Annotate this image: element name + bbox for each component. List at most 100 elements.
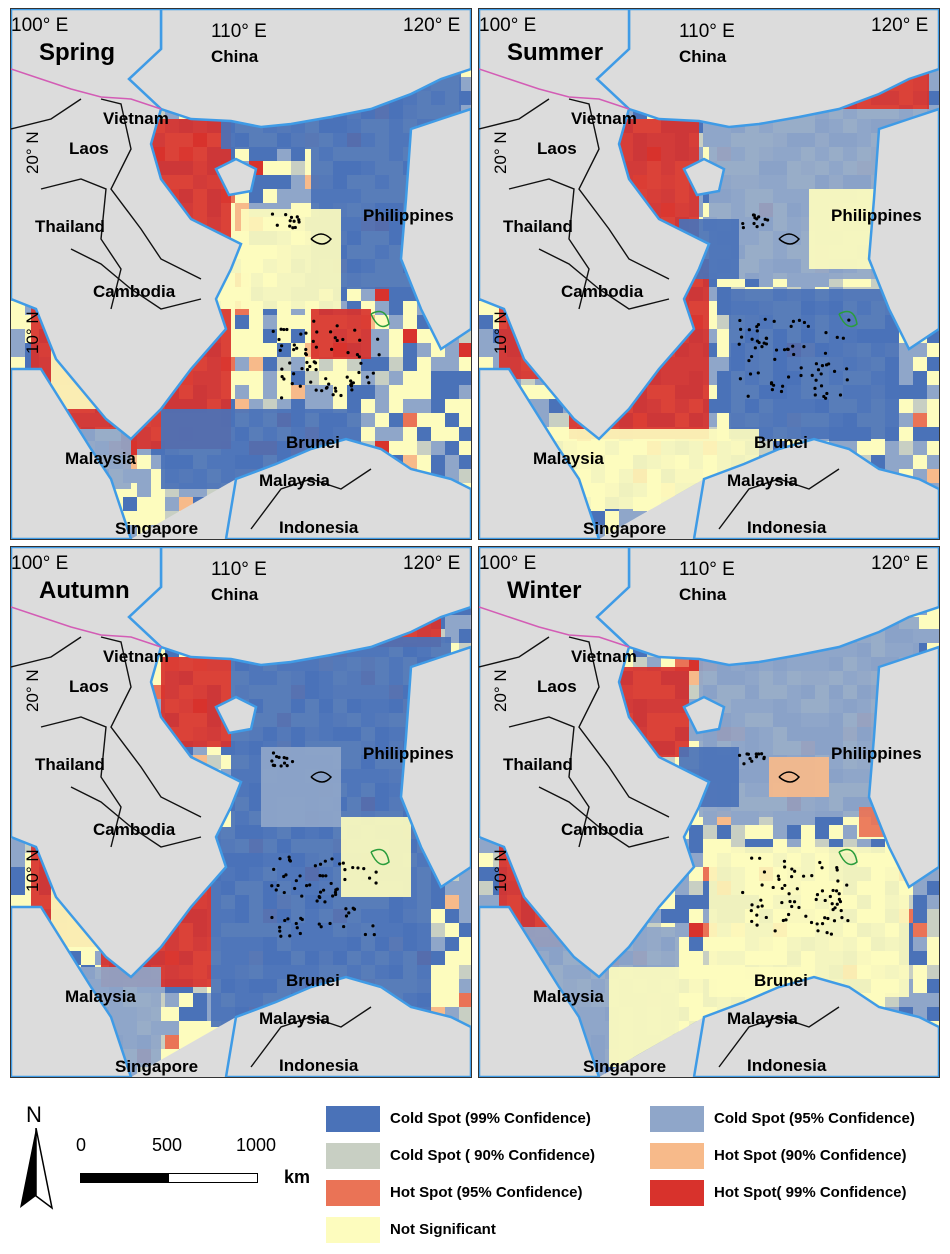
place-label-brunei: Brunei bbox=[286, 971, 340, 990]
place-label-thailand: Thailand bbox=[503, 217, 573, 236]
place-label-cambodia: Cambodia bbox=[93, 820, 176, 839]
place-label-malaysia: Malaysia bbox=[65, 987, 136, 1006]
season-title: Autumn bbox=[39, 577, 130, 604]
map-panel-winter: Winter 100° E 110° E 120° E 20° N 10° N China… bbox=[478, 546, 940, 1078]
legend-label: Hot Spot (95% Confidence) bbox=[390, 1184, 583, 1201]
map-panel-summer: Summer 100° E 110° E 120° E 20° N 10° N China… bbox=[478, 8, 940, 540]
place-label-singapore: Singapore bbox=[583, 1057, 667, 1076]
latitude-label: 10° N bbox=[491, 311, 510, 354]
season-title: Summer bbox=[507, 39, 604, 66]
place-label-laos: Laos bbox=[537, 677, 577, 696]
place-label-laos: Laos bbox=[69, 677, 109, 696]
map-panel-spring: Spring 100° E 110° E 120° E 20° N 10° N China… bbox=[10, 8, 472, 540]
place-label-singapore: Singapore bbox=[115, 519, 199, 538]
scale-bar: 0 500 1000 km bbox=[72, 1135, 312, 1195]
place-label-malaysia: Malaysia bbox=[259, 471, 330, 490]
place-label-indonesia: Indonesia bbox=[747, 1056, 827, 1075]
scale-tick: 1000 bbox=[236, 1135, 277, 1155]
place-label-malaysia: Malaysia bbox=[65, 449, 136, 468]
place-label-malaysia: Malaysia bbox=[533, 987, 604, 1006]
latitude-label: 10° N bbox=[491, 849, 510, 892]
longitude-label: 120° E bbox=[403, 15, 461, 36]
legend-swatch bbox=[650, 1143, 704, 1169]
legend-swatch bbox=[650, 1180, 704, 1206]
place-label-china: China bbox=[211, 585, 259, 604]
north-arrow-label: N bbox=[26, 1102, 42, 1127]
place-label-brunei: Brunei bbox=[754, 971, 808, 990]
place-label-brunei: Brunei bbox=[286, 433, 340, 452]
north-arrow: N bbox=[18, 1102, 58, 1210]
scale-tick: 500 bbox=[152, 1135, 183, 1155]
place-label-china: China bbox=[679, 47, 727, 66]
season-title: Spring bbox=[39, 39, 115, 66]
legend-label: Not Significant bbox=[390, 1221, 496, 1238]
place-label-malaysia: Malaysia bbox=[259, 1009, 330, 1028]
legend-swatch bbox=[326, 1217, 380, 1243]
legend-label: Hot Spot (90% Confidence) bbox=[714, 1147, 907, 1164]
hotspot-map bbox=[479, 547, 939, 1077]
latitude-label: 10° N bbox=[23, 849, 42, 892]
place-label-singapore: Singapore bbox=[115, 1057, 199, 1076]
place-label-malaysia: Malaysia bbox=[533, 449, 604, 468]
scale-unit: km bbox=[284, 1167, 311, 1187]
scale-segment-dark bbox=[80, 1173, 170, 1183]
place-label-thailand: Thailand bbox=[503, 755, 573, 774]
latitude-label: 20° N bbox=[491, 669, 510, 712]
longitude-label: 110° E bbox=[679, 21, 735, 42]
legend-label: Hot Spot( 99% Confidence) bbox=[714, 1184, 907, 1201]
legend-swatch bbox=[650, 1106, 704, 1132]
place-label-laos: Laos bbox=[537, 139, 577, 158]
place-label-indonesia: Indonesia bbox=[279, 1056, 359, 1075]
place-label-brunei: Brunei bbox=[754, 433, 808, 452]
place-label-philippines: Philippines bbox=[363, 206, 454, 225]
latitude-label: 20° N bbox=[23, 131, 42, 174]
place-label-thailand: Thailand bbox=[35, 217, 105, 236]
latitude-label: 20° N bbox=[491, 131, 510, 174]
place-label-vietnam: Vietnam bbox=[103, 647, 169, 666]
longitude-label: 100° E bbox=[11, 15, 69, 36]
hotspot-map bbox=[11, 9, 471, 539]
longitude-label: 120° E bbox=[871, 553, 929, 574]
legend-label: Cold Spot (99% Confidence) bbox=[390, 1110, 591, 1127]
longitude-label: 100° E bbox=[479, 15, 537, 36]
season-title: Winter bbox=[507, 577, 582, 604]
hotspot-map bbox=[479, 9, 939, 539]
place-label-thailand: Thailand bbox=[35, 755, 105, 774]
legend-swatch bbox=[326, 1106, 380, 1132]
legend-label: Cold Spot (95% Confidence) bbox=[714, 1110, 915, 1127]
longitude-label: 100° E bbox=[11, 553, 69, 574]
longitude-label: 120° E bbox=[403, 553, 461, 574]
longitude-label: 120° E bbox=[871, 15, 929, 36]
place-label-indonesia: Indonesia bbox=[747, 518, 827, 537]
scale-segment-light bbox=[168, 1173, 258, 1183]
longitude-label: 110° E bbox=[211, 21, 267, 42]
legend-swatch bbox=[326, 1143, 380, 1169]
legend-swatch bbox=[326, 1180, 380, 1206]
place-label-vietnam: Vietnam bbox=[103, 109, 169, 128]
place-label-laos: Laos bbox=[69, 139, 109, 158]
place-label-vietnam: Vietnam bbox=[571, 109, 637, 128]
place-label-malaysia: Malaysia bbox=[727, 1009, 798, 1028]
place-label-vietnam: Vietnam bbox=[571, 647, 637, 666]
scale-tick: 0 bbox=[76, 1135, 87, 1155]
place-label-china: China bbox=[679, 585, 727, 604]
longitude-label: 110° E bbox=[211, 559, 267, 580]
hotspot-map bbox=[11, 547, 471, 1077]
place-label-china: China bbox=[211, 47, 259, 66]
legend-label: Cold Spot ( 90% Confidence) bbox=[390, 1147, 596, 1164]
longitude-label: 110° E bbox=[679, 559, 735, 580]
latitude-label: 10° N bbox=[23, 311, 42, 354]
place-label-philippines: Philippines bbox=[831, 206, 922, 225]
map-panel-autumn: Autumn 100° E 110° E 120° E 20° N 10° N China… bbox=[10, 546, 472, 1078]
north-arrow-icon bbox=[20, 1128, 54, 1210]
latitude-label: 20° N bbox=[23, 669, 42, 712]
place-label-cambodia: Cambodia bbox=[561, 820, 644, 839]
place-label-malaysia: Malaysia bbox=[727, 471, 798, 490]
place-label-philippines: Philippines bbox=[831, 744, 922, 763]
place-label-indonesia: Indonesia bbox=[279, 518, 359, 537]
place-label-singapore: Singapore bbox=[583, 519, 667, 538]
longitude-label: 100° E bbox=[479, 553, 537, 574]
place-label-cambodia: Cambodia bbox=[93, 282, 176, 301]
place-label-philippines: Philippines bbox=[363, 744, 454, 763]
place-label-cambodia: Cambodia bbox=[561, 282, 644, 301]
